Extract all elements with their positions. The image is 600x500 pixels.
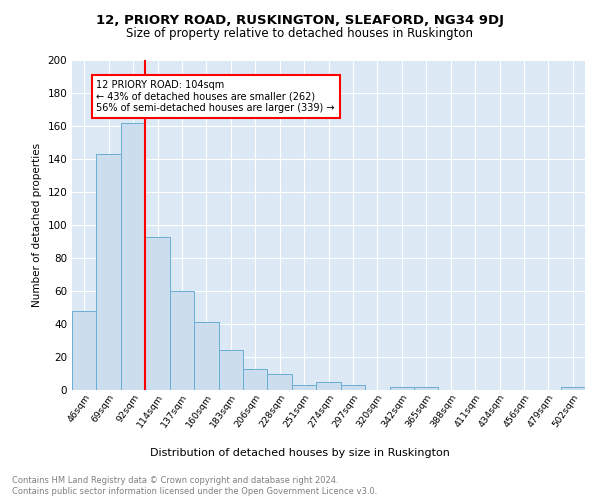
Bar [121, 122, 145, 390]
Bar [316, 382, 341, 390]
Bar [243, 368, 268, 390]
Bar [341, 385, 365, 390]
Text: 12, PRIORY ROAD, RUSKINGTON, SLEAFORD, NG34 9DJ: 12, PRIORY ROAD, RUSKINGTON, SLEAFORD, N… [96, 14, 504, 27]
Bar [292, 385, 316, 390]
Bar [560, 386, 585, 390]
Bar [97, 154, 121, 390]
Bar [170, 291, 194, 390]
Bar [218, 350, 243, 390]
Bar [145, 236, 170, 390]
Bar [72, 311, 97, 390]
Bar [194, 322, 218, 390]
Bar [389, 386, 414, 390]
Y-axis label: Number of detached properties: Number of detached properties [32, 143, 42, 307]
Text: 12 PRIORY ROAD: 104sqm
← 43% of detached houses are smaller (262)
56% of semi-de: 12 PRIORY ROAD: 104sqm ← 43% of detached… [97, 80, 335, 113]
Text: Size of property relative to detached houses in Ruskington: Size of property relative to detached ho… [127, 28, 473, 40]
Text: Contains HM Land Registry data © Crown copyright and database right 2024.: Contains HM Land Registry data © Crown c… [12, 476, 338, 485]
Bar [268, 374, 292, 390]
Text: Contains public sector information licensed under the Open Government Licence v3: Contains public sector information licen… [12, 488, 377, 496]
Bar [414, 386, 439, 390]
Text: Distribution of detached houses by size in Ruskington: Distribution of detached houses by size … [150, 448, 450, 458]
